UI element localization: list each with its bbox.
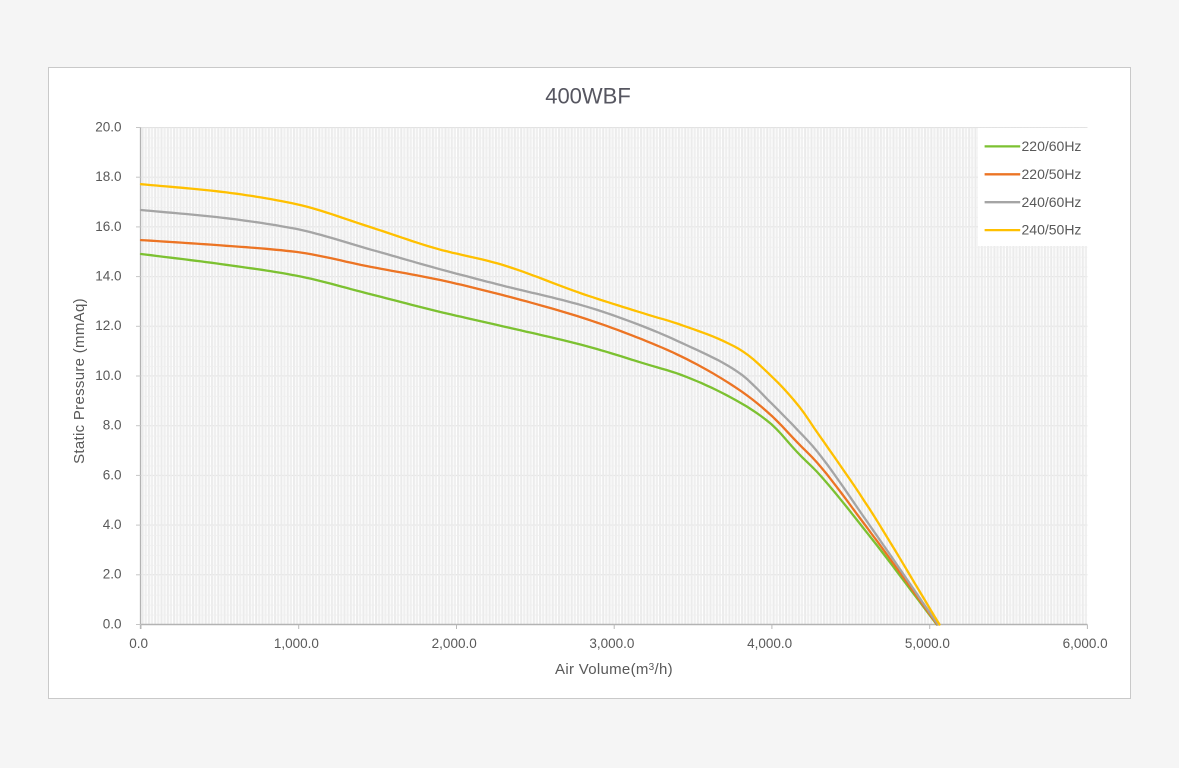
svg-text:6.0: 6.0 [103, 467, 122, 482]
svg-text:220/50Hz: 220/50Hz [1022, 166, 1082, 182]
svg-text:220/60Hz: 220/60Hz [1022, 138, 1082, 154]
svg-text:10.0: 10.0 [95, 368, 121, 383]
svg-text:Air Volume(m3/h): Air Volume(m3/h) [555, 661, 673, 678]
svg-text:1,000.0: 1,000.0 [274, 636, 319, 651]
svg-text:2,000.0: 2,000.0 [432, 636, 477, 651]
svg-text:14.0: 14.0 [95, 269, 121, 284]
svg-text:3,000.0: 3,000.0 [589, 636, 634, 651]
svg-text:240/50Hz: 240/50Hz [1022, 222, 1082, 238]
svg-text:5,000.0: 5,000.0 [905, 636, 950, 651]
svg-text:4.0: 4.0 [103, 517, 122, 532]
svg-text:12.0: 12.0 [95, 318, 121, 333]
svg-text:4,000.0: 4,000.0 [747, 636, 792, 651]
svg-text:0.0: 0.0 [103, 616, 122, 631]
svg-text:Static Pressure (mmAq): Static Pressure (mmAq) [71, 298, 88, 464]
svg-text:16.0: 16.0 [95, 219, 121, 234]
svg-text:240/60Hz: 240/60Hz [1022, 194, 1082, 210]
svg-text:2.0: 2.0 [103, 567, 122, 582]
svg-text:20.0: 20.0 [95, 119, 121, 134]
svg-text:18.0: 18.0 [95, 169, 121, 184]
svg-text:6,000.0: 6,000.0 [1063, 636, 1108, 651]
svg-text:400WBF: 400WBF [545, 84, 631, 109]
svg-text:0.0: 0.0 [129, 636, 148, 651]
svg-text:8.0: 8.0 [103, 418, 122, 433]
